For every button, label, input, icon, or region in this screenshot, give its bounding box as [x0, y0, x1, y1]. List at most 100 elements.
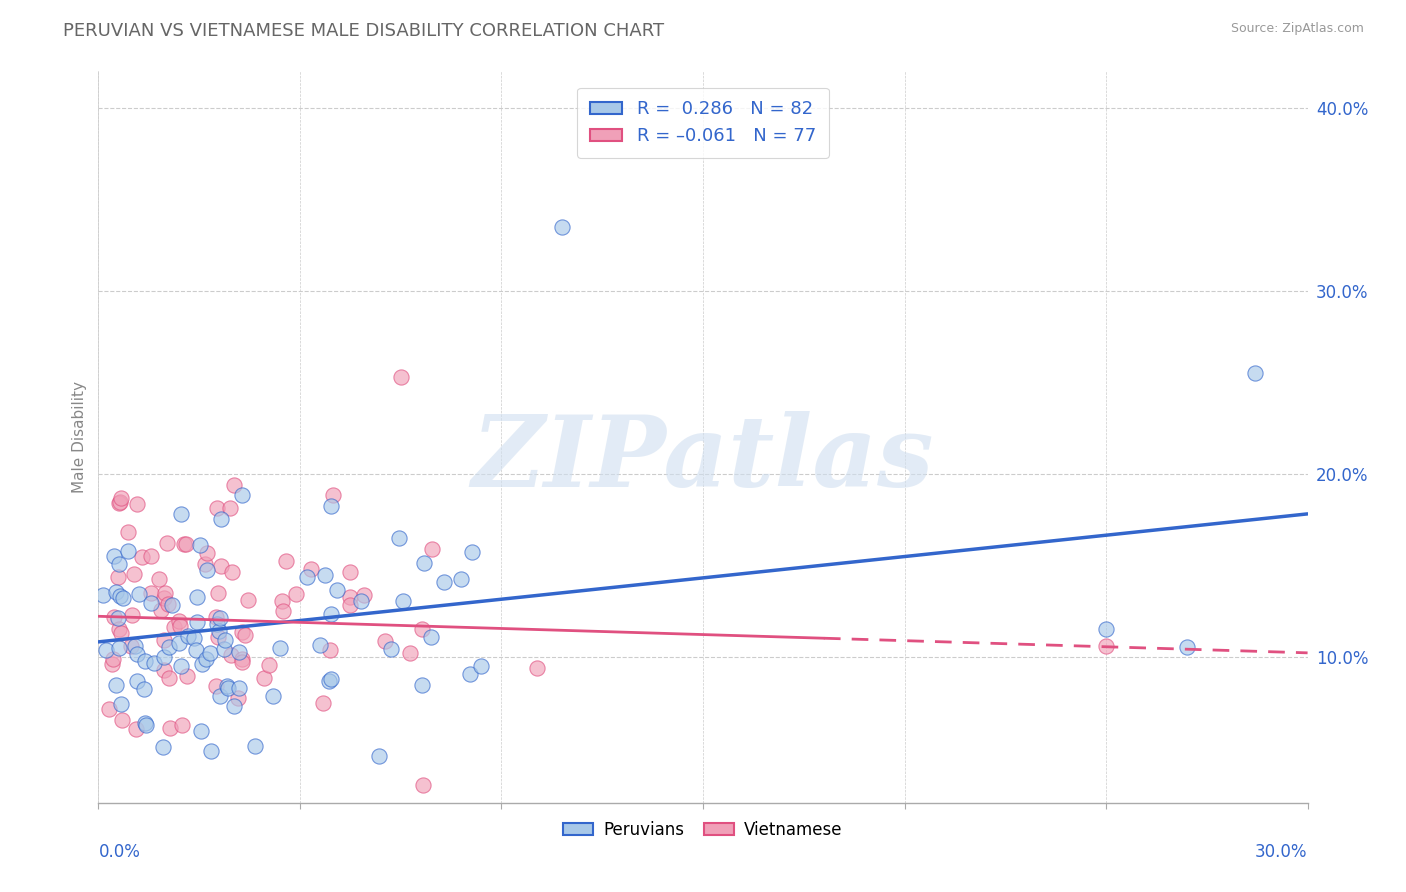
Point [169, 618, 191, 632]
Point [207, 586, 229, 600]
Point [125, 647, 148, 661]
Point [432, 575, 454, 590]
Point [156, 536, 179, 550]
Point [143, 657, 166, 671]
Point [108, 558, 131, 572]
Point [153, 650, 176, 665]
Point [157, 671, 180, 685]
Point [231, 655, 253, 669]
Point [167, 635, 190, 649]
Point [262, 689, 284, 703]
Point [103, 549, 125, 563]
Point [186, 642, 208, 657]
Point [207, 631, 229, 645]
Point [176, 629, 198, 643]
Point [120, 639, 142, 653]
Point [127, 673, 149, 688]
Point [152, 632, 174, 647]
Point [104, 585, 127, 599]
Point [285, 587, 308, 601]
Point [319, 643, 342, 657]
Point [526, 661, 548, 675]
Point [200, 744, 222, 758]
Point [219, 500, 242, 515]
Point [318, 673, 340, 688]
Point [170, 659, 193, 673]
Point [135, 718, 157, 732]
Legend: Peruvians, Vietnamese: Peruvians, Vietnamese [557, 814, 849, 846]
Point [411, 622, 433, 636]
Point [110, 697, 132, 711]
Point [125, 722, 148, 736]
Point [152, 740, 174, 755]
Point [174, 537, 197, 551]
Point [458, 667, 481, 681]
Point [399, 646, 422, 660]
Point [111, 591, 134, 606]
Point [353, 588, 375, 602]
Point [276, 554, 298, 568]
Point [107, 570, 129, 584]
Point [321, 672, 343, 686]
Text: 30.0%: 30.0% [1256, 843, 1308, 861]
Point [110, 491, 132, 505]
Point [153, 586, 176, 600]
Point [380, 641, 402, 656]
Text: 0.0%: 0.0% [98, 843, 141, 861]
Point [205, 679, 228, 693]
Point [231, 488, 253, 502]
Point [314, 567, 336, 582]
Point [117, 525, 139, 540]
Point [208, 624, 231, 639]
Point [186, 615, 208, 630]
Point [252, 671, 274, 685]
Point [107, 611, 129, 625]
Point [96, 643, 118, 657]
Point [319, 499, 342, 513]
Point [157, 640, 180, 654]
Point [231, 652, 253, 666]
Point [188, 538, 211, 552]
Point [271, 594, 294, 608]
Point [163, 620, 186, 634]
Point [389, 370, 412, 384]
Point [198, 646, 221, 660]
Point [125, 497, 148, 511]
Point [257, 657, 280, 672]
Point [101, 657, 124, 671]
Point [350, 594, 373, 608]
Point [122, 566, 145, 581]
Point [226, 691, 249, 706]
Point [233, 628, 256, 642]
Point [139, 596, 162, 610]
Point [208, 689, 231, 703]
Point [160, 599, 183, 613]
Point [388, 531, 411, 545]
Point [103, 610, 125, 624]
Point [195, 563, 218, 577]
Point [420, 542, 443, 557]
Point [159, 721, 181, 735]
Point [152, 663, 174, 677]
Point [176, 669, 198, 683]
Point [461, 545, 484, 559]
Point [209, 559, 232, 574]
Point [205, 616, 228, 631]
Y-axis label: Male Disability: Male Disability [72, 381, 87, 493]
Point [134, 654, 156, 668]
Point [243, 739, 266, 754]
Point [110, 626, 132, 640]
Point [214, 633, 236, 648]
Point [374, 634, 396, 648]
Point [319, 607, 342, 621]
Point [224, 698, 246, 713]
Point [322, 488, 344, 502]
Point [101, 652, 124, 666]
Point [107, 640, 129, 655]
Point [121, 607, 143, 622]
Point [190, 724, 212, 739]
Point [1095, 622, 1118, 636]
Point [139, 549, 162, 563]
Point [128, 587, 150, 601]
Point [108, 495, 131, 509]
